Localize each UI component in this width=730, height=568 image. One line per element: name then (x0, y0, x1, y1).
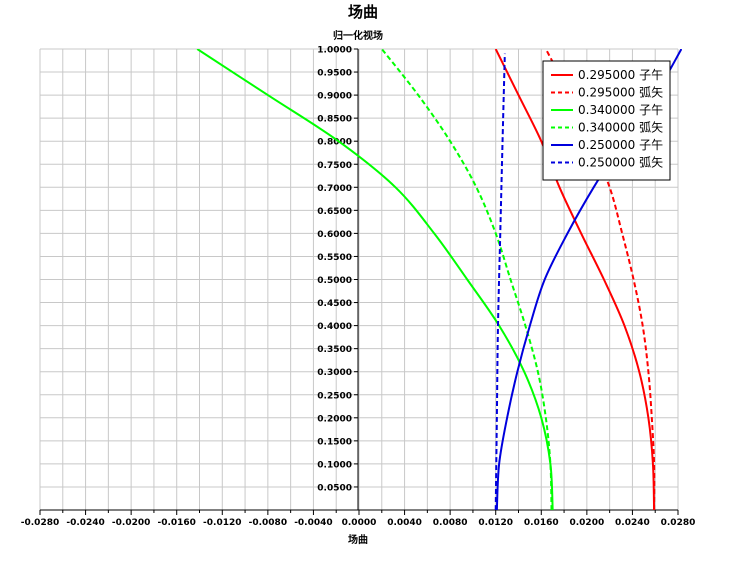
y-tick-label: 0.1000 (317, 460, 352, 470)
series-line-6 (494, 53, 506, 510)
legend: 0.295000 子午 0.295000 弧矢 0.340000 子午 0.34000… (542, 60, 671, 181)
y-tick-label: 0.9000 (317, 92, 352, 102)
y-tick-label: 0.6500 (317, 207, 352, 217)
x-tick-label: -0.0240 (66, 518, 104, 528)
y-tick-label: 0.5500 (317, 253, 352, 263)
y-tick-labels: 0.0500 0.1000 0.1500 0.2000 0.2500 0.3000 0.35… (317, 46, 352, 494)
x-tick-label: 0.0240 (615, 518, 650, 528)
legend-label-2: 0.295000 弧矢 (578, 86, 663, 100)
x-tick-label: 0.0000 (342, 518, 377, 528)
chart-title: 场曲 (348, 3, 378, 21)
x-tick-labels: -0.0280 -0.0240 -0.0200 -0.0160 -0.0120 -0.00… (21, 518, 696, 528)
x-tick-label: -0.0120 (203, 518, 241, 528)
x-tick-label: 0.0120 (478, 518, 513, 528)
y-tick-label: 0.3500 (317, 345, 352, 355)
chart-subtitle: 归一化视场 (333, 29, 383, 42)
legend-label-5: 0.250000 子午 (578, 138, 663, 152)
x-tick-label: -0.0200 (112, 518, 150, 528)
grid (39, 48, 679, 511)
legend-label-4: 0.340000 弧矢 (578, 121, 663, 135)
y-tick-label: 0.8500 (317, 115, 352, 125)
y-tick-label: 0.4000 (317, 322, 352, 332)
y-tick-label: 0.7500 (317, 161, 352, 171)
y-tick-label: 0.2000 (317, 414, 352, 424)
axes (39, 48, 679, 515)
series-line-1 (494, 49, 656, 510)
series-line-3 (196, 49, 554, 510)
x-tick-label: -0.0040 (294, 518, 332, 528)
y-tick-label: 0.2500 (317, 391, 352, 401)
x-tick-label: -0.0080 (249, 518, 287, 528)
y-tick-label: 0.1500 (317, 437, 352, 447)
x-tick-label: -0.0280 (21, 518, 59, 528)
x-tick-label: 0.0280 (661, 518, 696, 528)
y-tick-label: 0.7000 (317, 184, 352, 194)
x-axis-label: 场曲 (348, 533, 368, 546)
y-tick-label: 0.6000 (317, 230, 352, 240)
x-tick-label: 0.0160 (524, 518, 559, 528)
x-tick-label: 0.0200 (569, 518, 604, 528)
x-tick-label: 0.0040 (387, 518, 422, 528)
series-lines (196, 49, 682, 510)
y-tick-label: 0.9500 (317, 69, 352, 79)
legend-label-6: 0.250000 弧矢 (578, 156, 663, 170)
y-tick-label: 0.5000 (317, 276, 352, 286)
x-tick-label: 0.0080 (433, 518, 468, 528)
y-tick-label: 1.0000 (317, 46, 352, 56)
legend-label-3: 0.340000 子午 (578, 103, 663, 117)
y-tick-label: 0.3000 (317, 368, 352, 378)
y-tick-label: 0.8000 (317, 138, 352, 148)
legend-label-1: 0.295000 子午 (578, 68, 663, 82)
y-tick-label: 0.0500 (317, 483, 352, 493)
series-line-4 (381, 49, 553, 510)
x-tick-label: -0.0160 (157, 518, 195, 528)
legend-box (542, 60, 671, 181)
y-tick-label: 0.4500 (317, 299, 352, 309)
